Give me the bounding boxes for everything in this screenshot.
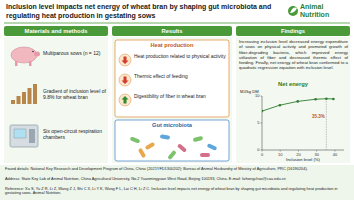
title: Inclusion level impacts net energy of wh… <box>6 3 278 20</box>
column-bg <box>112 37 232 163</box>
bacterium <box>177 143 187 152</box>
y-tick-label: 0 <box>257 147 260 152</box>
gradient-icon <box>11 84 37 104</box>
x-axis <box>262 150 344 151</box>
x-axis-label: Inclusion level (%) <box>262 157 344 162</box>
heat-item: Heat production related to physical acti… <box>134 54 227 60</box>
bacterium <box>207 143 218 151</box>
y-tick <box>261 96 263 97</box>
bacterium <box>200 153 210 157</box>
divider <box>4 23 350 24</box>
graphical-abstract: 0 10 20 30 40 0 5 10 35.3% Inclusion level impact… <box>0 0 354 200</box>
plot-area <box>262 97 335 150</box>
data-point <box>325 97 328 100</box>
microbiota-box <box>115 120 229 161</box>
bacterium <box>130 136 141 143</box>
data-point <box>296 100 299 103</box>
pig-icon <box>11 47 40 66</box>
findings-text: Increasing inclusion level decreased ene… <box>239 39 348 71</box>
y-tick-label: 5 <box>257 120 260 125</box>
data-point <box>314 98 317 101</box>
item-icon <box>119 74 131 86</box>
material-item: Gradient of inclusion level of 9.8% for … <box>43 88 106 100</box>
column-bg <box>4 37 108 163</box>
column-heading: Materials and methods <box>4 28 108 35</box>
address: Address: State Key Lab of Animal Nutriti… <box>5 177 349 182</box>
heat-box <box>115 40 229 117</box>
logo-leaf <box>290 8 297 13</box>
column-heading-bg <box>4 26 108 36</box>
chart-title: Net energy <box>236 81 350 87</box>
x-tick-label: 30 <box>314 152 319 157</box>
x-tick-label: 40 <box>333 152 338 157</box>
item-icon <box>119 94 131 106</box>
bacterium <box>145 142 156 150</box>
y-tick-label: 10 <box>255 93 260 98</box>
microbiota-title: Gut microbiota <box>115 122 229 128</box>
journal-logo: Animal Nutrition <box>300 3 352 19</box>
bacterium <box>167 150 176 160</box>
heat-title: Heat production <box>115 42 229 48</box>
net-energy-line <box>262 99 333 111</box>
bacterium <box>160 134 171 140</box>
column-heading-bg <box>112 26 232 36</box>
data-point <box>279 104 282 107</box>
column-bg <box>236 37 350 163</box>
direction-arrow <box>122 77 129 85</box>
heat-item: Digestibility of fiber in wheat bran <box>134 94 227 100</box>
x-tick-label: 20 <box>296 152 301 157</box>
x-tick-label: 0 <box>261 152 264 157</box>
annotation-label: 35.3% <box>312 114 325 119</box>
y-tick <box>261 123 263 124</box>
bacterium <box>138 148 146 159</box>
chamber-icon <box>10 125 38 147</box>
reference: Reference: Xu S, Yu Z R, Li Z, Wang Z J,… <box>5 187 349 196</box>
material-item: Multiparous sows (n = 12) <box>43 50 106 56</box>
column-heading-bg <box>236 26 350 36</box>
funding: Found details: National Key Research and… <box>5 167 349 172</box>
material-item: Six open-circuit respiration chambers <box>43 128 106 140</box>
data-point <box>332 98 335 101</box>
direction-arrow <box>122 96 129 104</box>
direction-arrow <box>122 57 129 65</box>
x-tick-label: 10 <box>278 152 283 157</box>
item-icon <box>119 54 131 66</box>
footer-bg <box>0 165 354 200</box>
y-tick <box>261 150 263 151</box>
column-heading: Findings <box>236 28 350 35</box>
annotation-line <box>326 99 327 150</box>
heat-item: Thermic effect of feeding <box>134 74 227 80</box>
column-heading: Results <box>112 28 232 35</box>
data-point <box>262 110 263 113</box>
y-axis-label: MJ/kg DM <box>240 89 280 94</box>
bacterium <box>193 136 204 142</box>
logo-mark <box>288 6 298 16</box>
y-axis <box>262 96 263 150</box>
